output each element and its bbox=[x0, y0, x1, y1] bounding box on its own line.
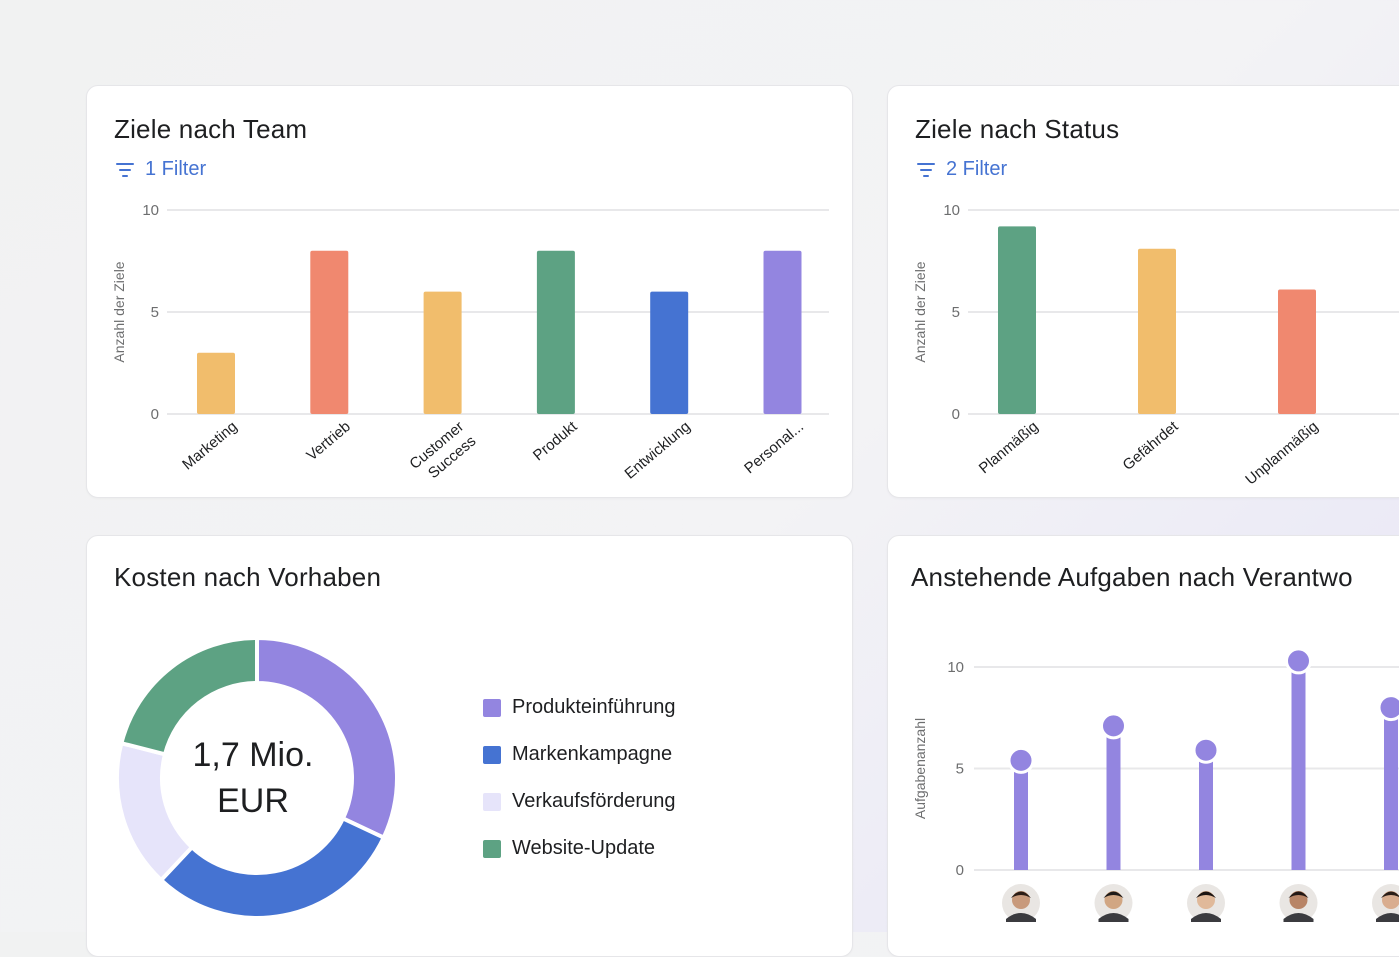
bar bbox=[763, 250, 802, 414]
y-tick-label: 10 bbox=[142, 202, 159, 219]
lollipop-dot bbox=[1377, 694, 1399, 722]
x-tick-label: Gefährdet bbox=[1120, 418, 1183, 474]
donut-slice bbox=[255, 635, 399, 841]
card-title: Anstehende Aufgaben nach Verantwo bbox=[911, 562, 1353, 592]
card-title: Ziele nach Team bbox=[114, 114, 308, 144]
bar bbox=[1138, 248, 1176, 414]
upcoming-tasks-card: Anstehende Aufgaben nach Verantwo 0 5 10 Au… bbox=[887, 535, 1399, 957]
legend-label: Website-Update bbox=[512, 837, 656, 859]
goals-by-team-card: Ziele nach Team 1 Filter 0 5 10 Anzahl der … bbox=[86, 85, 853, 498]
legend-swatch bbox=[483, 839, 501, 858]
avatar-hair bbox=[1381, 891, 1399, 898]
donut-slice bbox=[158, 815, 387, 920]
bar bbox=[1199, 750, 1213, 870]
lollipop-dot bbox=[1285, 647, 1312, 675]
bar bbox=[1106, 725, 1121, 870]
bar bbox=[1384, 707, 1398, 870]
filter-button[interactable]: 2 Filter bbox=[916, 158, 1007, 181]
x-tick-label: Marketing bbox=[179, 418, 240, 473]
costs-donut-chart bbox=[115, 635, 399, 920]
y-tick-label: 0 bbox=[952, 406, 960, 423]
x-tick-label: Vertrieb bbox=[303, 418, 354, 464]
x-tick-label: Produkt bbox=[530, 418, 581, 465]
x-tick-label: Unplanmäßig bbox=[1242, 418, 1321, 488]
avatar-hair bbox=[1011, 891, 1031, 898]
lollipop-dot bbox=[1100, 712, 1127, 740]
user-avatar-icon bbox=[1372, 884, 1399, 922]
status-bar-chart: 0 5 10 Anzahl der Ziele Planmäßig Gefährdet Un… bbox=[912, 202, 1399, 488]
donut-center-total: 1,7 Mio. EUR bbox=[173, 732, 333, 824]
card-title: Ziele nach Status bbox=[915, 114, 1120, 144]
legend-swatch bbox=[483, 745, 501, 764]
y-axis-label: Anzahl der Ziele bbox=[912, 261, 928, 362]
avatar-hair bbox=[1196, 891, 1216, 898]
y-tick-label: 0 bbox=[151, 406, 159, 423]
y-tick-label: 0 bbox=[956, 862, 964, 879]
legend-item: Markenkampagne bbox=[483, 731, 675, 778]
bar bbox=[998, 226, 1036, 414]
filter-label: 1 Filter bbox=[145, 158, 207, 180]
user-avatar-icon bbox=[1279, 884, 1318, 922]
user-avatar-icon bbox=[1187, 884, 1225, 922]
bar bbox=[1278, 289, 1316, 414]
legend-item: Website-Update bbox=[483, 825, 675, 872]
legend-item: Produkteinführung bbox=[483, 684, 675, 731]
lollipop-dot bbox=[1007, 746, 1035, 774]
bar bbox=[536, 250, 575, 414]
bar bbox=[650, 291, 689, 414]
total-unit: EUR bbox=[217, 782, 289, 820]
avatar-shoulders bbox=[1006, 913, 1036, 922]
filter-button[interactable]: 1 Filter bbox=[115, 158, 206, 181]
filter-label: 2 Filter bbox=[946, 158, 1008, 180]
bar bbox=[310, 250, 349, 414]
x-tick-label: CustomerSuccess bbox=[406, 418, 479, 487]
y-tick-label: 10 bbox=[947, 659, 964, 676]
avatar-shoulders bbox=[1098, 913, 1129, 922]
x-tick-label: Planmäßig bbox=[976, 418, 1042, 477]
goals-by-status-card: Ziele nach Status 2 Filter 0 5 10 Anzahl de… bbox=[887, 85, 1399, 498]
x-tick-label: Entwicklung bbox=[622, 418, 694, 482]
y-tick-label: 5 bbox=[952, 304, 960, 321]
avatar-hair bbox=[1288, 891, 1309, 898]
bar bbox=[1291, 660, 1306, 870]
legend-label: Markenkampagne bbox=[512, 743, 673, 765]
user-avatar-icon bbox=[1002, 884, 1040, 922]
legend-swatch bbox=[483, 792, 501, 811]
filter-icon bbox=[917, 162, 935, 177]
legend-swatch bbox=[483, 698, 501, 717]
lollipop-dot bbox=[1192, 736, 1220, 764]
avatar-shoulders bbox=[1283, 913, 1314, 922]
team-bar-chart: 0 5 10 Anzahl der Ziele Marketing Vertrieb Cus… bbox=[111, 202, 829, 487]
legend-item: Verkaufsförderung bbox=[483, 778, 675, 825]
user-avatar-icon bbox=[1094, 884, 1133, 922]
y-tick-label: 5 bbox=[956, 761, 964, 778]
bar bbox=[1014, 760, 1028, 870]
donut-slice bbox=[118, 635, 259, 757]
x-tick-label: Personal... bbox=[741, 418, 807, 477]
y-axis-label: Aufgabenanzahl bbox=[912, 718, 928, 819]
y-axis-label: Anzahl der Ziele bbox=[111, 261, 127, 362]
y-tick-label: 10 bbox=[943, 202, 960, 219]
avatar-shoulders bbox=[1191, 913, 1221, 922]
avatar-shoulders bbox=[1376, 913, 1399, 922]
y-tick-label: 5 bbox=[151, 304, 159, 321]
card-title: Kosten nach Vorhaben bbox=[114, 562, 382, 592]
tasks-lollipop-chart: 0 5 10 Aufgabenanzahl bbox=[912, 647, 1399, 922]
legend-label: Produkteinführung bbox=[512, 696, 676, 718]
avatar-hair bbox=[1103, 891, 1124, 898]
bar bbox=[423, 291, 462, 414]
legend-label: Verkaufsförderung bbox=[512, 790, 676, 812]
costs-by-initiative-card: Kosten nach Vorhaben 1,7 Mio. EUR Produk… bbox=[86, 535, 853, 957]
total-value: 1,7 Mio. bbox=[192, 736, 314, 774]
filter-icon bbox=[116, 162, 134, 177]
costs-legend: Produkteinführung Markenkampagne Verkaufsf… bbox=[483, 684, 675, 872]
bar bbox=[197, 352, 235, 414]
